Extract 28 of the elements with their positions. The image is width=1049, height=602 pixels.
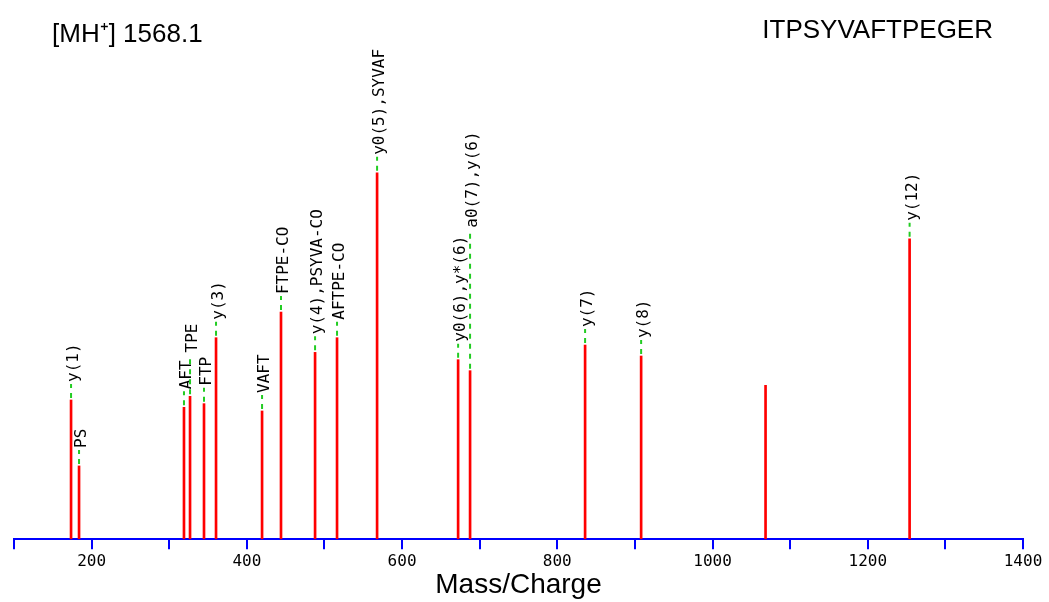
annotation: AFT [176,360,196,390]
bar [908,238,911,540]
annotation: FTPE-CO [273,226,293,295]
x-tick-label: 800 [542,550,572,570]
bar [764,385,767,540]
x-tick-label: 1200 [848,550,888,570]
annotation: TPE [182,323,202,353]
annotation: y(8) [633,299,653,339]
annotation: AFTPE-CO [329,242,349,320]
annotation: FTP [196,356,216,386]
annotation: PS [71,428,91,448]
annotation: y(1) [63,343,83,382]
annotation: y(3) [208,281,228,320]
annotation: y0(6),y*(6) [450,235,470,342]
x-axis-title: Mass/Charge [435,567,602,599]
x-tick-label: 1000 [693,550,732,570]
x-tick-label: 600 [387,550,417,570]
x-tick-label: 400 [232,550,262,570]
annotation: y0(5),SYVAF [369,48,389,155]
annotation: y(4),PSYVA-CO [307,209,327,335]
chart-subtitle: ITPSYVAFTPEGER [762,14,993,45]
annotation: a0(7),y(6) [462,131,482,228]
x-tick-label: 1400 [1003,550,1043,570]
annotation: y(7) [577,288,597,328]
annotation: VAFT [254,354,274,393]
annotation: y(12) [901,172,921,221]
x-tick-label: 200 [77,550,107,570]
chart-title: [MH⁺] 1568.1 [52,17,203,50]
